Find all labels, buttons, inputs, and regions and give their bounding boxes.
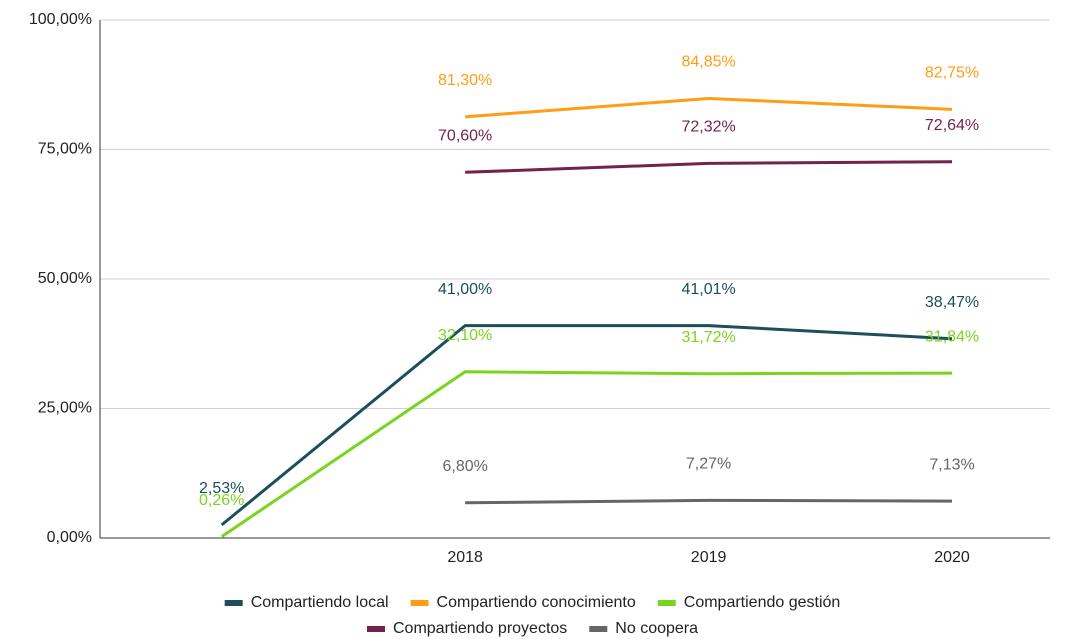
legend-item: No coopera xyxy=(589,620,698,637)
data-label: 32,10% xyxy=(438,327,492,344)
data-label: 72,64% xyxy=(925,117,979,134)
data-label: 2,53% xyxy=(199,480,244,497)
data-label: 41,01% xyxy=(681,281,735,298)
legend-label: Compartiendo conocimiento xyxy=(437,594,636,611)
data-label: 84,85% xyxy=(681,54,735,71)
legend-swatch xyxy=(589,626,608,632)
data-label: 72,32% xyxy=(681,119,735,136)
y-tick-label: 25,00% xyxy=(38,400,92,417)
data-label: 81,30% xyxy=(438,72,492,89)
series-line xyxy=(465,160,953,174)
legend-item: Compartiendo proyectos xyxy=(366,620,567,637)
legend-item: Compartiendo gestión xyxy=(657,594,841,611)
data-label: 31,84% xyxy=(925,328,979,345)
legend-label: Compartiendo gestión xyxy=(684,594,841,611)
data-label: 82,75% xyxy=(925,65,979,82)
legend-swatch xyxy=(366,626,385,632)
data-label: 0,26% xyxy=(199,492,244,509)
legend-item: Compartiendo conocimiento xyxy=(410,594,636,611)
data-label: 70,60% xyxy=(438,128,492,145)
data-label: 31,72% xyxy=(681,329,735,346)
legend-label: Compartiendo proyectos xyxy=(393,620,567,637)
x-tick-label: 2018 xyxy=(447,549,483,566)
y-tick-label: 75,00% xyxy=(38,141,92,158)
data-label: 41,00% xyxy=(438,281,492,298)
y-tick-label: 50,00% xyxy=(38,270,92,287)
legend-item: Compartiendo local xyxy=(224,594,389,611)
legend-label: Compartiendo local xyxy=(251,594,389,611)
y-tick-label: 100,00% xyxy=(29,11,92,28)
legend-swatch xyxy=(410,600,429,606)
series-line xyxy=(220,370,953,538)
x-tick-label: 2019 xyxy=(691,549,727,566)
data-label: 6,80% xyxy=(442,458,487,475)
legend-swatch xyxy=(657,600,676,606)
data-label: 7,13% xyxy=(929,456,974,473)
y-tick-label: 0,00% xyxy=(47,529,92,546)
series-line xyxy=(465,96,953,119)
legend-label: No coopera xyxy=(615,620,698,637)
series-line xyxy=(465,498,953,505)
data-label: 7,27% xyxy=(686,456,731,473)
series-line xyxy=(220,324,953,527)
legend-swatch xyxy=(224,600,243,606)
data-label: 38,47% xyxy=(925,294,979,311)
x-tick-label: 2020 xyxy=(934,549,970,566)
